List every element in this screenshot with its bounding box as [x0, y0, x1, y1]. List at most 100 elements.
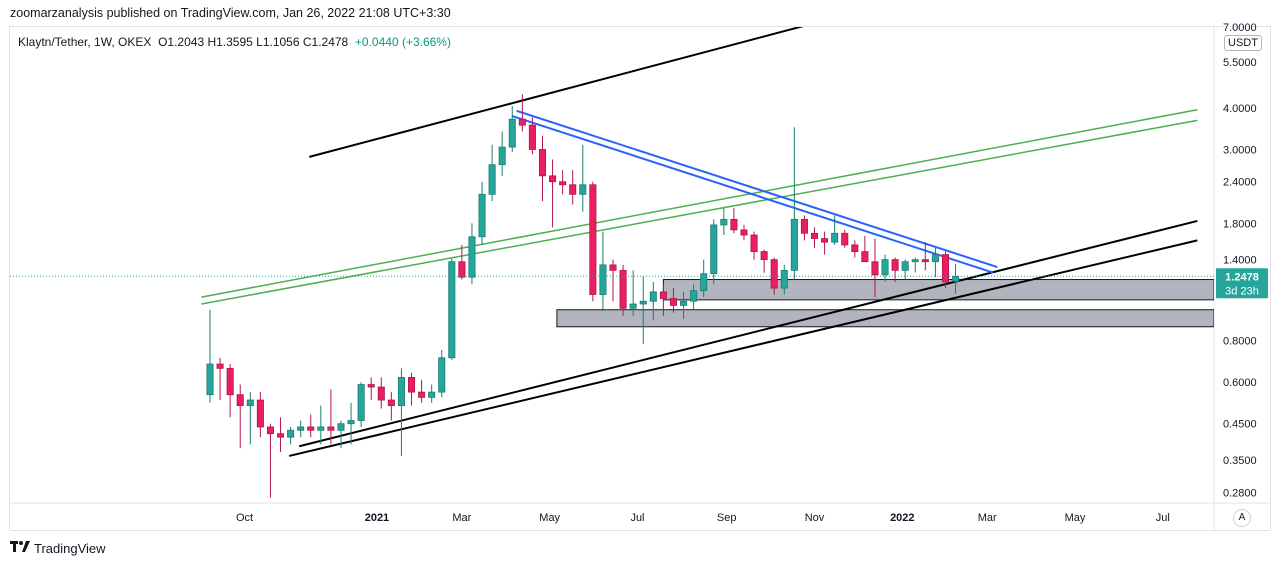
published-info: zoomarzanalysis published on TradingView…	[10, 6, 451, 20]
candle-body	[206, 363, 214, 396]
last-price-tag	[1216, 268, 1268, 299]
x-tick-label: Oct	[236, 512, 253, 524]
candle-body	[347, 420, 355, 425]
x-tick-label: Mar	[452, 512, 471, 524]
y-tick-label: 0.3500	[1223, 455, 1257, 467]
candle-body	[810, 232, 819, 239]
candle-body	[549, 175, 557, 183]
y-tick-label: 0.2800	[1223, 487, 1257, 499]
candle-body	[861, 251, 869, 263]
candle-body	[418, 391, 426, 398]
candle-body	[337, 423, 345, 431]
trend-line-blue-1	[511, 115, 994, 274]
candle-body	[589, 184, 597, 295]
candle-body	[831, 232, 839, 243]
y-tick-label: 0.6000	[1223, 377, 1257, 389]
symbol-legend: Klaytn/Tether, 1W, OKEX O1.2043 H1.3595 …	[18, 35, 451, 49]
x-tick-label: Mar	[978, 512, 997, 524]
x-tick-label: 2022	[890, 512, 914, 524]
candle-body	[649, 291, 657, 302]
candle-body	[790, 218, 798, 271]
ohlc-values: O1.2043 H1.3595 L1.1056 C1.2478	[158, 35, 349, 49]
trend-line-black-1	[309, 27, 804, 158]
x-tick-label: Jul	[630, 512, 644, 524]
candle-body	[599, 264, 607, 295]
candle-body	[236, 394, 244, 407]
candle-body	[881, 259, 889, 276]
candle-body	[780, 269, 788, 289]
candle-body	[226, 367, 234, 396]
candle-body	[387, 399, 395, 407]
y-tick-label: 2.4000	[1223, 177, 1257, 189]
candle-body	[629, 303, 637, 309]
tradingview-brand[interactable]: TradingView	[10, 541, 106, 556]
candle-body	[800, 218, 808, 234]
y-tick-label: 0.4500	[1223, 419, 1257, 431]
candle-body	[508, 118, 516, 148]
candle-body	[941, 254, 950, 283]
candle-body	[931, 254, 939, 263]
y-tick-label: 4.0000	[1223, 103, 1257, 115]
candle-body	[327, 426, 335, 431]
candle-body	[307, 426, 315, 431]
price-change: +0.0440 (+3.66%)	[354, 35, 451, 49]
candle-body	[266, 426, 274, 435]
candle-body	[901, 261, 909, 271]
support-zone-1	[662, 279, 1214, 301]
currency-unit-button[interactable]: USDT	[1224, 35, 1262, 51]
x-tick-label: 2021	[365, 512, 389, 524]
y-tick-label: 3.0000	[1223, 144, 1257, 156]
candle-body	[841, 232, 849, 246]
candle-body	[407, 376, 416, 393]
brand-name: TradingView	[34, 541, 106, 556]
channel-line-green-1	[201, 119, 1198, 305]
candle-body	[357, 384, 365, 421]
candle-body	[619, 269, 627, 309]
candle-body	[720, 218, 728, 226]
trend-line-black-3	[298, 219, 1198, 448]
candle-body	[468, 236, 476, 278]
candle-body	[277, 433, 285, 438]
candle-body	[690, 290, 698, 302]
candle-body	[287, 429, 295, 438]
y-tick-label: 5.5000	[1223, 57, 1257, 69]
candle-body	[851, 244, 859, 253]
candle-body	[921, 259, 929, 263]
candle-body	[216, 363, 224, 369]
last-price-label: 1.2478	[1225, 271, 1259, 283]
bar-countdown-label: 3d 23h	[1225, 285, 1259, 297]
candle-body	[528, 124, 536, 150]
candle-body	[397, 376, 405, 407]
y-tick-label: 1.8000	[1223, 218, 1257, 230]
candle-body	[609, 264, 617, 271]
candle-body	[367, 384, 375, 388]
candle-body	[377, 386, 385, 401]
candle-body	[448, 261, 456, 359]
candle-body	[821, 238, 829, 243]
x-tick-label: May	[1065, 512, 1086, 524]
auto-scale-button[interactable]: A	[1233, 509, 1251, 527]
trend-line-black-2	[288, 239, 1198, 457]
candle-body	[256, 399, 264, 428]
candle-body	[579, 184, 587, 195]
y-tick-label: 0.8000	[1223, 336, 1257, 348]
candle-body	[740, 229, 748, 236]
candle-body	[478, 193, 486, 238]
candle-body	[498, 146, 506, 166]
trend-line-blue-2	[516, 109, 998, 269]
candle-body	[891, 259, 899, 271]
candle-body	[871, 261, 879, 276]
x-tick-label: Sep	[717, 512, 737, 524]
candle-body	[659, 291, 667, 299]
candle-body	[669, 298, 677, 306]
candle-body	[246, 399, 254, 407]
candle-body	[639, 300, 647, 305]
support-zone-2	[556, 309, 1214, 328]
candle-body	[680, 300, 688, 306]
candle-body	[538, 149, 547, 177]
candle-body	[317, 426, 325, 431]
candle-body	[911, 259, 919, 263]
chart-frame	[9, 26, 1271, 531]
y-tick-label: 1.4000	[1223, 255, 1257, 267]
